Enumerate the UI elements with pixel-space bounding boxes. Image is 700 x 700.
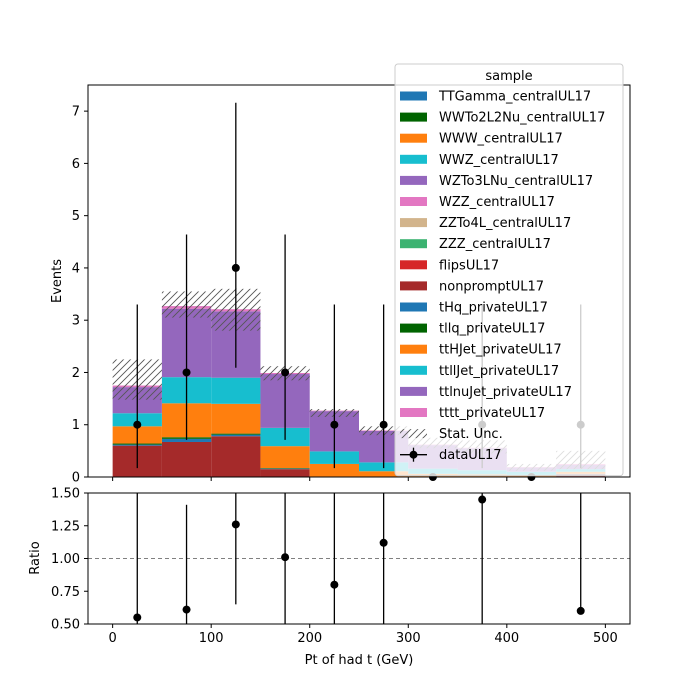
ratio-point-3 [281, 553, 290, 562]
bar-tllq_privateUL17-bin-3 [260, 468, 310, 469]
legend-swatch [400, 154, 427, 164]
legend-entry-label: WZZ_centralUL17 [439, 195, 555, 210]
main-ytick-label: 6 [72, 157, 80, 172]
legend-swatch [400, 91, 427, 101]
legend-swatch [400, 281, 427, 291]
bar-ttHJet_privateUL17-bin-4 [309, 463, 359, 477]
x-axis-label: Pt of had t (GeV) [305, 653, 414, 668]
legend-swatch [400, 175, 427, 185]
data-point-3 [281, 368, 290, 377]
legend-data-marker [409, 450, 418, 459]
legend-swatch [400, 344, 427, 354]
legend-box [394, 63, 624, 477]
ratio-point-2 [231, 520, 240, 529]
xtick-label: 300 [396, 631, 421, 646]
data-point-5 [379, 420, 388, 429]
data-point-0 [133, 420, 142, 429]
legend-entry-label: nonpromptUL17 [439, 279, 544, 294]
data-point-4 [330, 420, 339, 429]
ratio-ytick-label: 1.50 [51, 487, 80, 502]
main-ytick-label: 2 [72, 366, 80, 381]
legend-stat-unc-swatch [400, 429, 427, 439]
legend-entry-label: ZZZ_centralUL17 [439, 237, 551, 252]
bar-nonpromptUL17-bin-3 [260, 469, 310, 477]
bar-tHq_privateUL17-bin-1 [161, 438, 212, 442]
legend: sample TTGamma_centralUL17 WWTo2L2Nu_centr… [394, 63, 624, 477]
legend-entry-label: ZZTo4L_centralUL17 [439, 216, 571, 231]
data-point-2 [231, 263, 240, 272]
main-ytick-label: 4 [72, 261, 80, 276]
legend-swatch [400, 197, 427, 206]
legend-stat-unc-label: Stat. Unc. [439, 427, 503, 442]
main-ytick-label: 5 [72, 209, 80, 224]
ratio-plot: 0.50 0.75 1.00 1.25 1.50 0 100 200 300 400 500 [51, 487, 631, 646]
bar-ttHJet_privateUL17-bin-5 [359, 471, 409, 477]
legend-entry-label: WZTo3LNu_centralUL17 [439, 174, 593, 189]
main-ytick-label: 7 [72, 105, 80, 120]
legend-entry-label: WWW_centralUL17 [439, 132, 563, 147]
ratio-ytick-label: 0.50 [51, 618, 80, 633]
legend-swatch [400, 112, 427, 122]
legend-title: sample [485, 69, 532, 84]
ratio-point-7 [576, 606, 585, 615]
main-ytick-label: 1 [72, 418, 80, 433]
legend-data-label: dataUL17 [439, 448, 502, 463]
legend-entry-label: tttt_privateUL17 [439, 406, 545, 421]
xtick-label: 200 [297, 631, 322, 646]
legend-entry-label: ttHJet_privateUL17 [439, 343, 562, 358]
ratio-point-6 [478, 495, 487, 504]
ratio-point-4 [330, 580, 339, 589]
legend-swatch [400, 239, 427, 249]
bar-tHq_privateUL17-bin-3 [260, 468, 310, 470]
bar-nonpromptUL17-bin-2 [211, 436, 261, 477]
bar-ttHJet_privateUL17-bin-3 [260, 446, 310, 469]
legend-swatch [400, 365, 427, 375]
bar-nonpromptUL17-bin-1 [161, 441, 212, 477]
ratio-point-0 [133, 613, 142, 622]
legend-entry-label: TTGamma_centralUL17 [438, 90, 591, 105]
legend-swatch [400, 323, 427, 333]
data-point-1 [182, 368, 191, 377]
main-y-axis-label: Events [50, 259, 65, 303]
legend-entry-label: tHq_privateUL17 [439, 301, 548, 316]
bar-tHq_privateUL17-bin-2 [211, 434, 261, 437]
bar-ttllJet_privateUL17-bin-2 [211, 377, 261, 404]
main-plot-frame [87, 84, 631, 478]
legend-swatch [400, 408, 427, 417]
main-ytick-label: 0 [72, 471, 80, 486]
legend-entry-label: tllq_privateUL17 [439, 322, 545, 337]
xtick-label: 100 [199, 631, 224, 646]
xtick-label: 500 [593, 631, 618, 646]
ratio-plot-frame [87, 492, 631, 625]
xtick-label: 400 [494, 631, 519, 646]
legend-swatch [400, 133, 427, 143]
legend-swatch [400, 302, 427, 312]
ratio-ytick-label: 1.00 [51, 552, 80, 567]
legend-entry-label: ttllJet_privateUL17 [439, 364, 559, 379]
ratio-point-5 [379, 538, 388, 547]
legend-entry-label: WWZ_centralUL17 [439, 153, 559, 168]
xtick-label: 0 [108, 631, 116, 646]
bar-ttHJet_privateUL17-bin-2 [211, 403, 261, 434]
bar-tllq_privateUL17-bin-2 [211, 433, 261, 435]
legend-entry-label: flipsUL17 [439, 258, 499, 273]
legend-entry-label: ttlnuJet_privateUL17 [439, 385, 572, 400]
ratio-ytick-label: 1.25 [51, 519, 80, 534]
ratio-ytick-label: 0.75 [51, 585, 80, 600]
main-ytick-label: 3 [72, 314, 80, 329]
ratio-y-axis-label: Ratio [28, 541, 43, 574]
legend-swatch [400, 386, 427, 396]
ratio-point-1 [182, 605, 191, 614]
legend-entry-label: WWTo2L2Nu_centralUL17 [439, 111, 605, 126]
legend-swatch [400, 218, 427, 228]
legend-swatch [400, 260, 427, 270]
